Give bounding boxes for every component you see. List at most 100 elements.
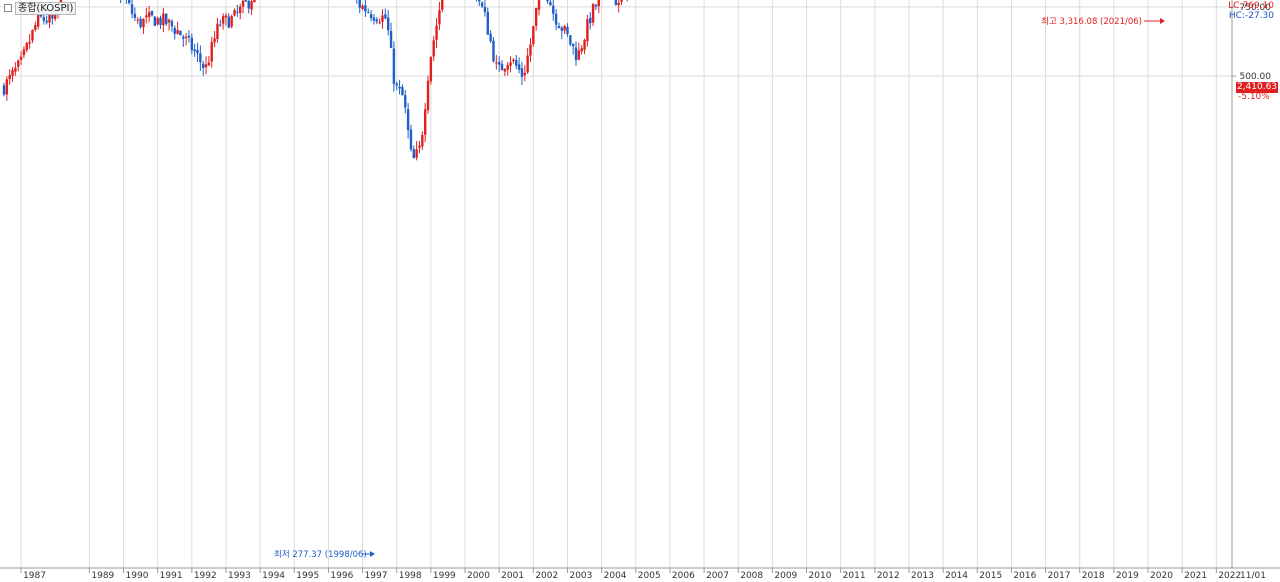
candle-body	[571, 43, 575, 47]
candle-body	[190, 37, 194, 51]
candle-body	[147, 12, 151, 17]
candle-body	[517, 64, 521, 70]
x-tick-label: 1993	[228, 571, 251, 581]
low-annotation-arrowhead	[370, 551, 375, 557]
candle-body	[586, 19, 589, 42]
candle-body	[406, 109, 410, 131]
x-tick-label: 1991	[160, 571, 183, 581]
x-tick-label: 1989	[91, 571, 114, 581]
candle-body	[594, 4, 598, 7]
candle-body	[554, 13, 558, 25]
candle-body	[11, 70, 14, 76]
candle-body	[560, 27, 563, 31]
candle-body	[244, 0, 248, 2]
candle-body	[216, 23, 219, 40]
x-tick-label: 2020	[1150, 571, 1173, 581]
candle-body	[153, 16, 157, 26]
candle-body	[534, 7, 538, 26]
candle-body	[239, 6, 242, 14]
candle-body	[159, 17, 162, 25]
candle-body	[580, 48, 583, 52]
x-tick-label: 2014	[945, 571, 968, 581]
candle-body	[375, 19, 379, 22]
candle-body	[478, 0, 481, 2]
candle-body	[196, 49, 199, 54]
candle-body	[429, 56, 433, 82]
collapse-square-icon[interactable]	[4, 4, 12, 12]
x-tick-label: 2017	[1048, 571, 1071, 581]
x-tick-label: 2009	[774, 571, 797, 581]
x-tick-label: 1996	[330, 571, 353, 581]
y-tick-label: 500.00	[1240, 72, 1272, 82]
chart-title-box[interactable]: 종합(KOSPI)	[4, 1, 77, 15]
candle-body	[176, 29, 179, 34]
candle-body	[219, 24, 222, 26]
x-tick-label: 2004	[604, 571, 627, 581]
candle-body	[438, 10, 441, 25]
candle-body	[509, 62, 512, 66]
candle-body	[529, 44, 532, 56]
high-annotation-arrowhead	[1160, 18, 1165, 24]
candle-body	[520, 68, 524, 77]
candle-body	[233, 10, 236, 16]
candle-body	[392, 48, 396, 84]
candle-body	[179, 30, 182, 36]
x-tick-label: 2005	[638, 571, 661, 581]
candle-body	[577, 50, 581, 60]
candle-body	[253, 0, 256, 3]
candle-body	[22, 49, 26, 56]
x-tick-label: 2000	[467, 571, 490, 581]
candle-body	[552, 5, 555, 14]
candle-body	[213, 38, 216, 43]
candle-body	[42, 17, 46, 21]
candle-body	[182, 36, 185, 39]
x-tick-label: 2006	[672, 571, 695, 581]
x-tick-label: 2008	[740, 571, 763, 581]
x-tick-label: 2018	[1082, 571, 1105, 581]
candle-body	[48, 14, 51, 23]
candle-body	[128, 0, 131, 4]
x-tick-label: 2001	[501, 571, 524, 581]
candle-body	[381, 15, 384, 22]
candle-body	[150, 10, 154, 16]
candle-body	[250, 1, 253, 10]
x-tick-label: 2013	[911, 571, 934, 581]
candle-body	[409, 129, 413, 150]
candle-body	[563, 26, 566, 31]
x-tick-label: 11/01	[1240, 571, 1266, 581]
candle-body	[415, 149, 418, 158]
candle-body	[583, 39, 586, 50]
candle-body	[421, 135, 424, 147]
candle-body	[404, 95, 407, 108]
candle-body	[401, 86, 404, 96]
x-tick-label: 1992	[194, 571, 217, 581]
x-tick-label: 2010	[809, 571, 832, 581]
candle-body	[204, 64, 208, 68]
candle-body	[384, 14, 387, 19]
candle-body	[241, 0, 245, 7]
chart-title: 종합(KOSPI)	[15, 1, 77, 15]
candle-body	[165, 13, 168, 24]
x-tick-label: 2021	[1184, 571, 1207, 581]
candle-body	[569, 35, 572, 45]
candle-body	[25, 43, 28, 50]
candle-body	[486, 11, 489, 35]
candle-body	[523, 72, 526, 76]
x-tick-label: 2022	[1218, 571, 1241, 581]
candle-body	[495, 62, 498, 64]
candle-body	[36, 12, 40, 27]
candle-body	[236, 11, 239, 13]
candle-body	[247, 0, 250, 9]
candle-body	[395, 83, 398, 86]
candle-body	[546, 0, 549, 2]
candle-body	[199, 53, 202, 63]
candle-body	[423, 109, 427, 135]
x-tick-label: 2011	[843, 571, 866, 581]
candle-body	[441, 0, 444, 10]
x-tick-label: 1990	[126, 571, 149, 581]
candle-body	[45, 20, 48, 23]
candle-body	[8, 74, 11, 80]
candle-body	[170, 21, 174, 27]
candle-body	[532, 26, 535, 45]
